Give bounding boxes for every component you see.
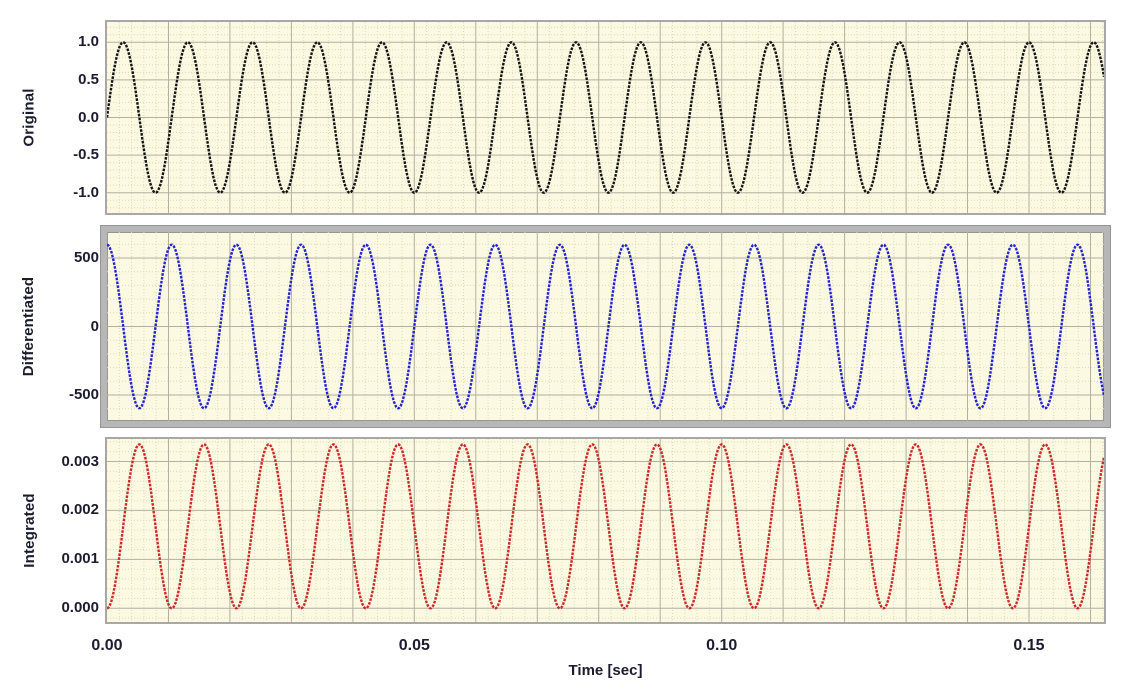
plot-canvas <box>107 22 1104 213</box>
plot-integrated[interactable] <box>105 437 1106 624</box>
signal-curve-differentiated <box>107 243 1104 410</box>
x-axis-label: Time [sec] <box>568 662 643 679</box>
y-tick-label: 0.001 <box>61 550 99 568</box>
x-tick-label: 0.10 <box>706 637 738 654</box>
y-tick-label: -500 <box>68 385 99 403</box>
plot-differentiated-selected[interactable] <box>101 226 1110 427</box>
x-tick-label: 0.05 <box>398 637 430 654</box>
x-tick-label: 0.15 <box>1013 637 1045 654</box>
y-tick-label: -0.5 <box>73 146 99 164</box>
y-tick-label: 0.0 <box>78 108 99 126</box>
signal-curve-integrated <box>107 443 1104 610</box>
y-tick-label: 0.5 <box>78 70 99 88</box>
y-tick-label: 1.0 <box>78 33 99 51</box>
x-tick-label: 0.00 <box>91 637 123 654</box>
y-tick-label: 0.002 <box>61 501 99 519</box>
y-tick-label: 500 <box>73 249 99 267</box>
plot-original[interactable] <box>105 20 1106 215</box>
y-tick-label: 0 <box>90 317 99 335</box>
signal-curve-original <box>107 41 1104 194</box>
y-tick-label: 0.003 <box>61 452 99 470</box>
plot-canvas <box>107 232 1104 421</box>
y-tick-label: 0.000 <box>61 599 99 617</box>
plot-canvas <box>107 439 1104 622</box>
y-tick-label: -1.0 <box>73 183 99 201</box>
